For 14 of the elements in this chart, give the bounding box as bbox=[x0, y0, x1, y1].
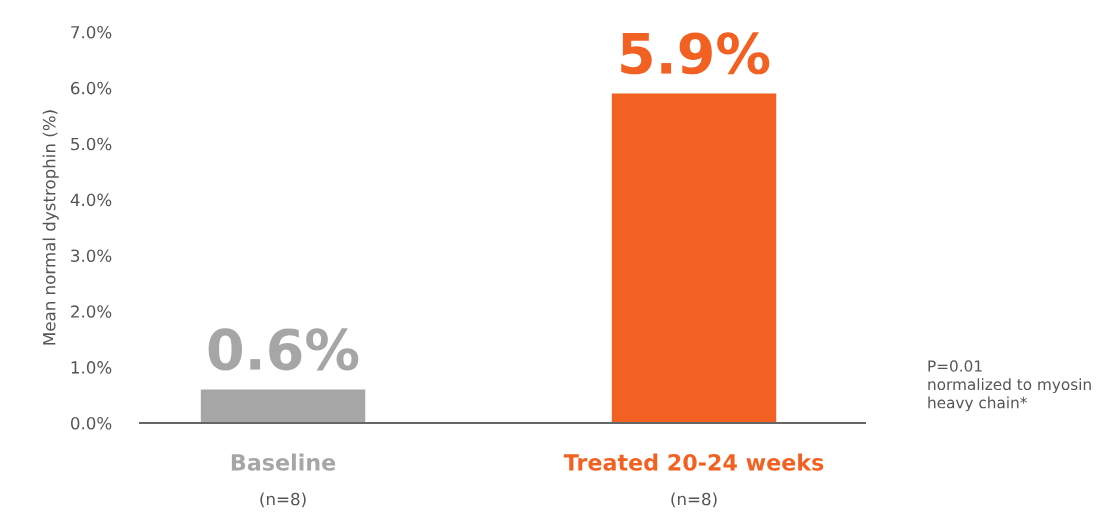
y-tick-label: 6.0% bbox=[71, 81, 112, 95]
y-axis-title: Mean normal dystrophin (%) bbox=[42, 110, 59, 345]
y-tick-label: 1.0% bbox=[71, 361, 112, 374]
text: P=0.01 normalized to myosin heavy chain* bbox=[928, 360, 1091, 412]
y-tick-label: 3.0% bbox=[71, 249, 112, 262]
data-label: 5.9% bbox=[621, 32, 770, 75]
x-tick-label: Treated 20-24 weeks (n=8) bbox=[563, 453, 824, 508]
y-tick-label: 4.0% bbox=[70, 193, 112, 207]
y-tick-label: 7.0% bbox=[71, 25, 112, 39]
data-label: 0.6% bbox=[208, 328, 359, 371]
y-tick-label: 5.0% bbox=[71, 137, 112, 151]
y-tick-label: 2.0% bbox=[71, 305, 112, 318]
y-tick-label: 0.0% bbox=[70, 416, 112, 430]
x-tick-label: Baseline (n=8) bbox=[231, 453, 336, 508]
